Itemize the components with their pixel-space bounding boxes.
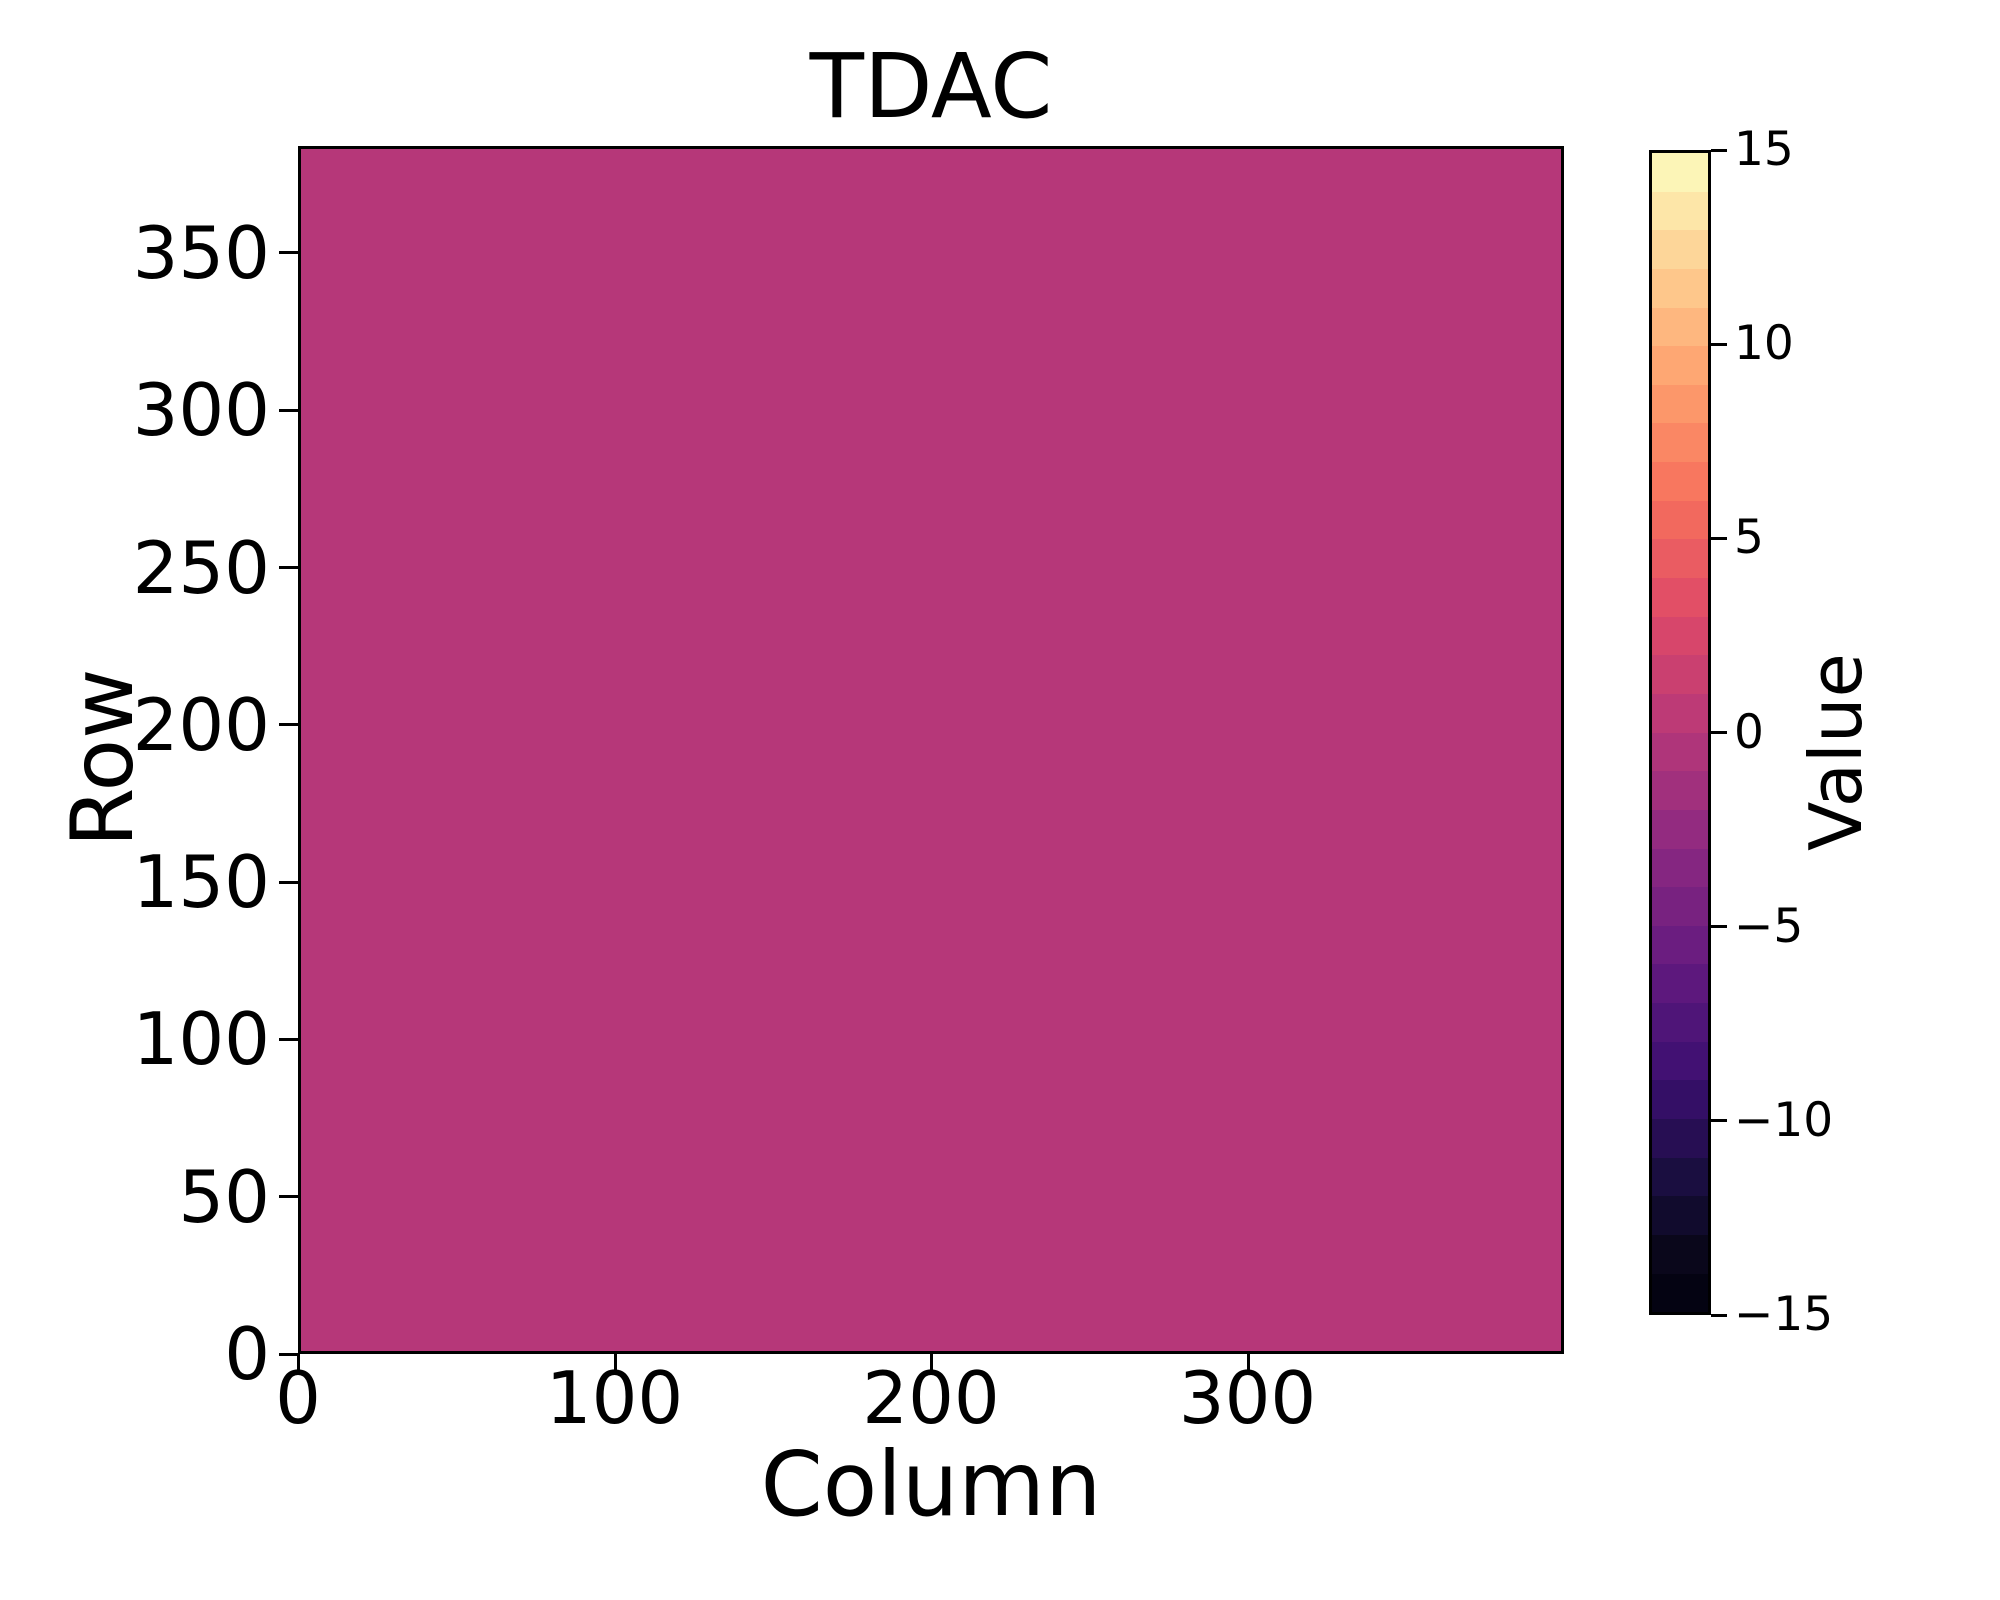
colorbar-tick-mark	[1711, 342, 1727, 346]
x-tick-mark	[613, 1354, 617, 1373]
colorbar-tick-label: −10	[1734, 1092, 1834, 1148]
y-tick-mark	[279, 251, 298, 255]
colorbar-tick-label: −5	[1734, 898, 1804, 954]
colorbar-band	[1652, 732, 1708, 772]
colorbar-band	[1652, 578, 1708, 617]
colorbar-tick-label: 0	[1734, 704, 1764, 760]
colorbar-tick-mark	[1711, 1313, 1727, 1317]
colorbar-band	[1652, 462, 1708, 501]
colorbar-tick-mark	[1711, 536, 1727, 540]
chart-title: TDAC	[809, 34, 1053, 138]
colorbar-tick-label: −15	[1734, 1287, 1834, 1342]
x-tick-mark	[1246, 1354, 1250, 1373]
colorbar-band	[1652, 1196, 1708, 1235]
colorbar-band	[1652, 1080, 1708, 1120]
colorbar-band	[1652, 1273, 1708, 1313]
colorbar-band	[1652, 655, 1708, 694]
colorbar-label: Value	[1794, 653, 1878, 851]
colorbar-band	[1652, 1119, 1708, 1158]
colorbar-band	[1652, 268, 1708, 308]
colorbar-band	[1652, 230, 1708, 269]
x-tick-label: 300	[1178, 1356, 1317, 1440]
y-tick-mark	[279, 1037, 298, 1041]
y-axis-label: Row	[53, 668, 153, 848]
colorbar-band	[1652, 500, 1708, 540]
colorbar-tick-mark	[1711, 731, 1727, 734]
colorbar-band	[1652, 307, 1708, 347]
y-tick-label: 0	[224, 1312, 270, 1396]
colorbar-tick-mark	[1711, 1119, 1727, 1123]
colorbar-band	[1652, 423, 1708, 463]
y-tick-label: 250	[132, 525, 270, 610]
y-tick-mark	[279, 880, 298, 884]
colorbar-band	[1652, 1041, 1708, 1081]
colorbar-band	[1652, 153, 1708, 192]
colorbar-tick-mark	[1711, 925, 1727, 929]
y-tick-mark	[279, 566, 298, 570]
y-tick-label: 50	[178, 1154, 270, 1239]
y-tick-mark	[279, 1352, 298, 1356]
colorbar-tick-label: 5	[1734, 510, 1764, 566]
x-axis-label: Column	[760, 1432, 1102, 1536]
colorbar-band	[1652, 539, 1708, 579]
colorbar-tick-label: 15	[1734, 122, 1794, 177]
y-tick-label: 150	[132, 840, 270, 925]
colorbar-band	[1652, 964, 1708, 1004]
colorbar-band	[1652, 1234, 1708, 1274]
x-tick-label: 0	[275, 1356, 321, 1440]
x-tick-mark	[297, 1354, 300, 1373]
colorbar-band	[1652, 771, 1708, 810]
x-tick-label: 200	[862, 1356, 1000, 1440]
colorbar-tick-mark	[1711, 148, 1727, 152]
colorbar-band	[1652, 693, 1708, 733]
colorbar-band	[1652, 887, 1708, 926]
colorbar	[1649, 150, 1711, 1315]
colorbar-band	[1652, 616, 1708, 656]
colorbar-band	[1652, 925, 1708, 965]
colorbar-band	[1652, 809, 1708, 849]
y-tick-mark	[279, 723, 298, 727]
colorbar-band	[1652, 384, 1708, 424]
y-tick-mark	[279, 408, 298, 412]
y-tick-label: 300	[132, 368, 270, 453]
y-tick-label: 200	[132, 682, 270, 767]
x-tick-label: 100	[545, 1356, 684, 1440]
colorbar-band	[1652, 191, 1708, 231]
x-tick-mark	[930, 1354, 933, 1373]
heatmap-area	[298, 146, 1564, 1354]
y-tick-label: 350	[132, 210, 270, 295]
colorbar-tick-label: 10	[1734, 316, 1794, 372]
colorbar-band	[1652, 346, 1708, 385]
colorbar-band	[1652, 848, 1708, 888]
colorbar-band	[1652, 1003, 1708, 1042]
y-tick-mark	[279, 1195, 298, 1199]
colorbar-band	[1652, 1157, 1708, 1197]
y-tick-label: 100	[132, 997, 270, 1082]
